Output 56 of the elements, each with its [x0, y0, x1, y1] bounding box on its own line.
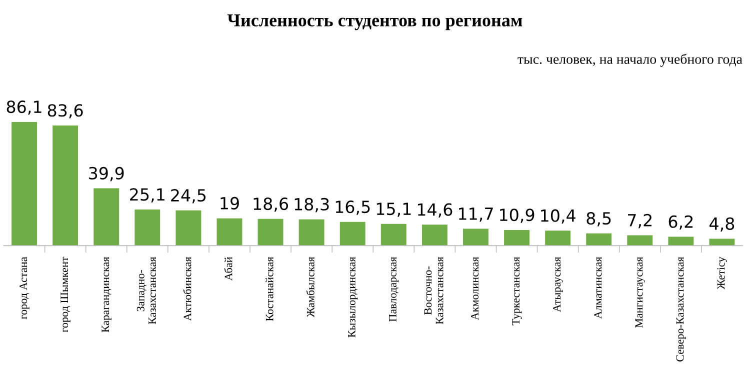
bar — [422, 224, 448, 246]
x-tick-label: Актюбинская — [183, 256, 192, 321]
bar — [216, 218, 242, 246]
data-label: 16,5 — [336, 200, 370, 215]
x-tick-label: Павлодарская — [389, 256, 399, 322]
bar — [545, 230, 571, 246]
data-label: 18,6 — [254, 198, 288, 212]
x-tick-label: Абай — [224, 256, 232, 281]
x-tick-label: Мангистауская — [635, 256, 645, 328]
x-tick-label: Алматинская — [594, 256, 602, 319]
bar — [586, 233, 612, 246]
bar — [298, 219, 324, 246]
bar — [340, 222, 366, 246]
data-label: 39,9 — [89, 166, 124, 182]
x-tick-label: Акмолинская — [471, 256, 479, 320]
data-label: 86,1 — [6, 100, 42, 115]
data-label: 24,5 — [171, 189, 206, 204]
x-tick-label: Восточно- Казахстанская — [424, 256, 444, 324]
chart-title: Численность студентов по регионам — [227, 14, 522, 30]
data-label: 14,6 — [418, 203, 452, 218]
x-tick-label: Жетісу — [717, 256, 728, 290]
data-label: 25,1 — [130, 188, 164, 202]
data-label: 10,4 — [541, 209, 576, 224]
x-tick-label: Туркестанская — [512, 256, 522, 326]
data-label: 18,3 — [294, 198, 329, 212]
x-tick-label: Карагандинская — [102, 256, 112, 332]
bar — [380, 224, 406, 246]
bar — [668, 236, 694, 246]
data-label: 7,2 — [628, 214, 652, 228]
bar — [463, 228, 488, 246]
bar — [627, 235, 653, 246]
bar — [52, 125, 78, 246]
bar — [134, 210, 160, 246]
x-tick-label: Жамбылская — [306, 256, 314, 318]
x-tick-label: Западно- Казахстанская — [136, 256, 156, 324]
x-tick-label: Атырауская — [553, 256, 563, 312]
chart-subtitle: тыс. человек, на начало учебного года — [518, 54, 742, 67]
bar — [176, 210, 202, 246]
x-tick-label: Северо-Казахстанская — [676, 256, 686, 362]
x-tick-label: Костанайская — [266, 256, 274, 321]
data-label: 10,9 — [500, 208, 534, 223]
data-label: 83,6 — [48, 104, 83, 118]
x-tick-label: город Шымкент — [60, 256, 70, 332]
data-label: 6,2 — [668, 215, 693, 230]
data-label: 4,8 — [710, 217, 734, 232]
x-tick-label: Кызылординская — [348, 256, 358, 338]
x-tick-label: город Астана — [20, 256, 30, 320]
bar — [12, 122, 37, 246]
data-label: 11,7 — [459, 208, 493, 222]
data-label: 15,1 — [376, 202, 411, 217]
bar — [94, 188, 120, 246]
bar — [504, 230, 530, 246]
data-label: 8,5 — [586, 212, 611, 226]
bar — [258, 218, 284, 246]
data-label: 19 — [220, 196, 239, 210]
bar — [709, 238, 735, 246]
